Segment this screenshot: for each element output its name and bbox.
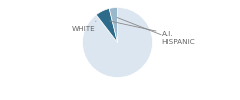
- Text: WHITE: WHITE: [72, 21, 96, 32]
- Text: HISPANIC: HISPANIC: [117, 18, 195, 44]
- Text: A.I.: A.I.: [110, 21, 173, 36]
- Wedge shape: [96, 8, 118, 42]
- Wedge shape: [109, 8, 118, 42]
- Wedge shape: [83, 8, 152, 78]
